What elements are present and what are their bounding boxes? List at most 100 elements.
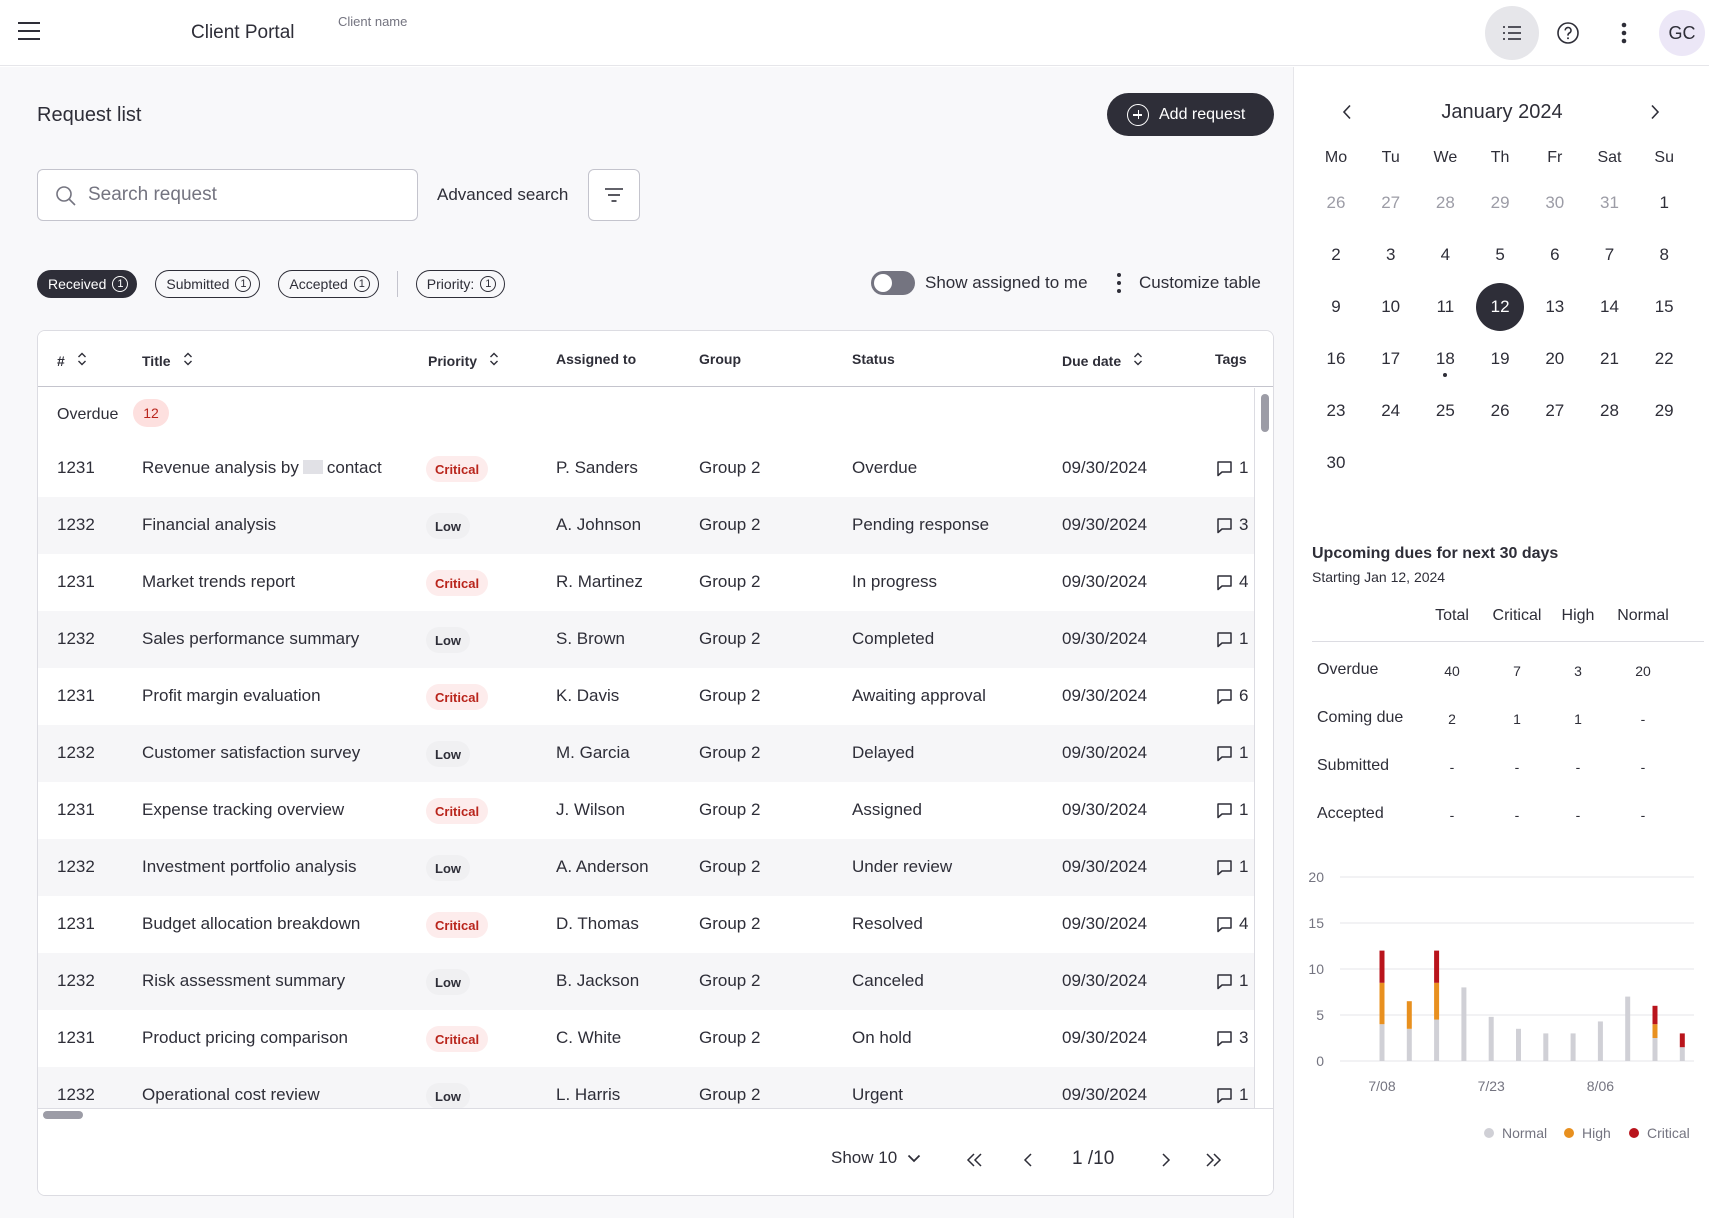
calendar-day-outside[interactable]: 29: [1490, 193, 1510, 212]
row-title-cell[interactable]: Financial analysis: [142, 515, 276, 535]
more-options-button[interactable]: [1597, 6, 1651, 60]
row-title-cell[interactable]: Risk assessment summary: [142, 971, 345, 991]
row-title-cell[interactable]: Sales performance summary: [142, 629, 359, 649]
row-title-cell[interactable]: Customer satisfaction survey: [142, 743, 360, 763]
row-comments[interactable]: 6: [1216, 686, 1248, 706]
help-button[interactable]: [1541, 6, 1595, 60]
chip-submitted[interactable]: Submitted 1: [155, 270, 261, 298]
row-comments[interactable]: 1: [1216, 857, 1248, 877]
table-row[interactable]: 1231 Budget allocation breakdown Critical D…: [38, 896, 1254, 953]
calendar-day[interactable]: 1: [1659, 193, 1669, 212]
calendar-day[interactable]: 6: [1550, 245, 1560, 264]
calendar-day[interactable]: 25: [1435, 401, 1455, 420]
calendar-day[interactable]: 4: [1440, 245, 1451, 264]
calendar-day[interactable]: 19: [1490, 349, 1510, 368]
calendar-day[interactable]: 27: [1545, 401, 1565, 420]
table-row[interactable]: 1231 Expense tracking overview Critical J. …: [38, 782, 1254, 839]
table-row[interactable]: 1231 Revenue analysis by contact Critical P.…: [38, 440, 1254, 497]
calendar-day[interactable]: 20: [1545, 349, 1565, 368]
calendar-day[interactable]: 21: [1600, 349, 1619, 368]
row-title-cell[interactable]: Revenue analysis by contact: [142, 458, 382, 478]
calendar-day[interactable]: 24: [1381, 401, 1401, 420]
horizontal-scrollbar[interactable]: [38, 1108, 1273, 1120]
calendar-day[interactable]: 2: [1331, 245, 1341, 264]
row-comments[interactable]: 1: [1216, 1085, 1248, 1105]
row-comments[interactable]: 3: [1216, 515, 1248, 535]
calendar-day-outside[interactable]: 31: [1600, 193, 1619, 212]
row-comments[interactable]: 1: [1216, 971, 1248, 991]
calendar-day[interactable]: 10: [1381, 297, 1401, 316]
calendar-day[interactable]: 26: [1490, 401, 1510, 420]
table-row[interactable]: 1232 Operational cost review Low L. Harris G…: [38, 1067, 1254, 1108]
avatar[interactable]: GC: [1659, 10, 1705, 56]
chip-priority[interactable]: Priority: 1: [415, 270, 506, 298]
calendar-day-outside[interactable]: 30: [1545, 193, 1565, 212]
filter-button[interactable]: [588, 169, 640, 221]
calendar-day[interactable]: 29: [1654, 401, 1674, 420]
table-row[interactable]: 1231 Profit margin evaluation Critical K. D…: [38, 668, 1254, 725]
row-title-cell[interactable]: Operational cost review: [142, 1085, 320, 1105]
table-row[interactable]: 1232 Sales performance summary Low S. Brown…: [38, 611, 1254, 668]
client-name[interactable]: Client name: [338, 14, 408, 29]
calendar-day[interactable]: 13: [1545, 297, 1565, 316]
row-comments[interactable]: 3: [1216, 1028, 1248, 1048]
calendar-day[interactable]: 18: [1421, 335, 1469, 383]
last-page-button[interactable]: [1198, 1145, 1228, 1175]
table-row[interactable]: 1232 Risk assessment summary Low B. Jackson…: [38, 953, 1254, 1010]
table-row[interactable]: 1232 Investment portfolio analysis Low A. A…: [38, 839, 1254, 896]
table-row[interactable]: 1232 Customer satisfaction survey Low M. Ga…: [38, 725, 1254, 782]
row-comments[interactable]: 4: [1216, 914, 1248, 934]
header-tags[interactable]: Tags: [1215, 351, 1247, 367]
next-month-button[interactable]: [1642, 99, 1668, 125]
row-title-cell[interactable]: Investment portfolio analysis: [142, 857, 357, 877]
scroll-thumb[interactable]: [43, 1111, 83, 1119]
calendar-day[interactable]: 16: [1326, 349, 1346, 368]
calendar-day[interactable]: 30: [1326, 453, 1346, 472]
header-status[interactable]: Status: [852, 351, 895, 367]
next-page-button[interactable]: [1151, 1145, 1181, 1175]
chip-accepted[interactable]: Accepted 1: [278, 270, 379, 298]
calendar-day[interactable]: 9: [1331, 297, 1341, 316]
show-assigned-toggle[interactable]: [871, 271, 915, 295]
calendar-day[interactable]: 8: [1659, 245, 1669, 264]
calendar-day[interactable]: 28: [1600, 401, 1619, 420]
calendar-day-selected[interactable]: 12: [1476, 283, 1525, 331]
header-group[interactable]: Group: [699, 351, 741, 367]
search-input[interactable]: [88, 170, 408, 220]
table-row[interactable]: 1231 Market trends report Critical R. Marti…: [38, 554, 1254, 611]
row-comments[interactable]: 1: [1216, 800, 1248, 820]
row-comments[interactable]: 1: [1216, 458, 1248, 478]
calendar-day-outside[interactable]: 26: [1326, 193, 1346, 212]
first-page-button[interactable]: [960, 1145, 990, 1175]
calendar-day[interactable]: 22: [1654, 349, 1674, 368]
calendar-day[interactable]: 7: [1604, 245, 1615, 264]
row-comments[interactable]: 1: [1216, 629, 1248, 649]
chip-received[interactable]: Received 1: [37, 270, 138, 298]
calendar-day[interactable]: 15: [1654, 297, 1674, 316]
group-row-overdue[interactable]: Overdue 12: [38, 388, 1254, 440]
header-assigned[interactable]: Assigned to: [556, 351, 636, 367]
calendar-day-outside[interactable]: 27: [1381, 193, 1401, 212]
page-size-select[interactable]: Show 10: [831, 1148, 921, 1168]
header-number[interactable]: #: [57, 351, 87, 370]
calendar-day[interactable]: 3: [1385, 245, 1396, 264]
previous-month-button[interactable]: [1334, 99, 1360, 125]
calendar-day[interactable]: 14: [1600, 297, 1619, 316]
menu-icon[interactable]: [18, 22, 42, 42]
table-row[interactable]: 1231 Product pricing comparison Critical C.…: [38, 1010, 1254, 1067]
customize-table-button[interactable]: Customize table: [1117, 271, 1261, 295]
header-priority[interactable]: Priority: [428, 351, 499, 370]
advanced-search-link[interactable]: Advanced search: [437, 185, 569, 204]
previous-page-button[interactable]: [1013, 1145, 1043, 1175]
row-comments[interactable]: 1: [1216, 743, 1248, 763]
calendar-day-outside[interactable]: 28: [1435, 193, 1455, 212]
vertical-scrollbar[interactable]: [1254, 388, 1273, 1108]
calendar-day[interactable]: 5: [1495, 245, 1505, 264]
row-title-cell[interactable]: Market trends report: [142, 572, 295, 592]
row-comments[interactable]: 4: [1216, 572, 1248, 592]
list-view-button[interactable]: [1485, 6, 1539, 60]
calendar-day[interactable]: 17: [1381, 349, 1401, 368]
table-row[interactable]: 1232 Financial analysis Low A. Johnson Group…: [38, 497, 1254, 554]
add-request-button[interactable]: Add request: [1107, 93, 1274, 136]
row-title-cell[interactable]: Expense tracking overview: [142, 800, 344, 820]
